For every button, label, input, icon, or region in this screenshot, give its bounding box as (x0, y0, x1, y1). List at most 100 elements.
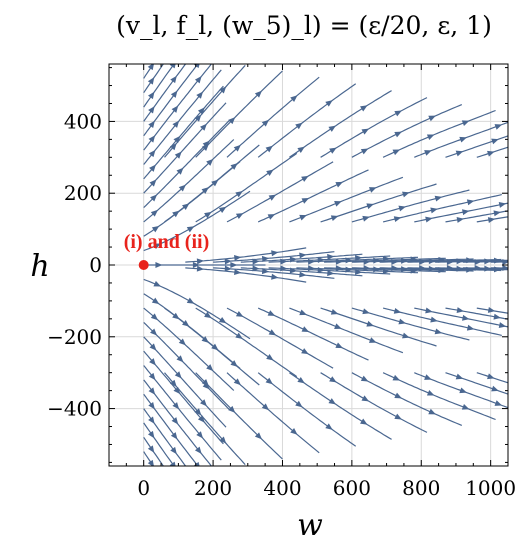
stream-arrowhead (426, 134, 435, 140)
stream-arrowhead (335, 265, 343, 272)
streamline (143, 102, 227, 194)
stream-arrowhead (299, 214, 307, 221)
streamline (320, 97, 428, 158)
stream-arrowhead (174, 371, 182, 379)
stream-arrowhead (271, 273, 279, 280)
stream-arrowhead (169, 379, 177, 387)
stream-arrowhead (307, 265, 316, 272)
stream-arrowhead (230, 360, 238, 367)
streamline (257, 307, 369, 361)
streamline (351, 104, 463, 158)
x-tick-label: 400 (263, 476, 301, 500)
stream-arrowhead (446, 258, 454, 265)
stream-arrowhead (261, 268, 270, 275)
stream-arrowhead (224, 265, 232, 272)
stream-arrowhead (204, 211, 212, 219)
stream-arrowhead (148, 372, 156, 381)
stream-arrowhead (392, 374, 401, 381)
y-tick-label: −200 (47, 325, 102, 349)
stream-arrowhead (419, 258, 427, 265)
stream-arrowhead (206, 158, 214, 166)
stream-arrowhead (461, 403, 470, 410)
stream-arrowhead (169, 143, 177, 151)
stream-arrowhead (290, 95, 298, 103)
stream-arrowhead (170, 90, 178, 98)
stream-arrowhead (391, 258, 399, 265)
y-tick-label: −400 (47, 397, 102, 421)
stream-arrowhead (235, 310, 244, 317)
streamline (476, 372, 508, 384)
stream-arrowhead (487, 373, 495, 380)
stream-arrowhead (171, 105, 179, 113)
streamline (143, 85, 224, 180)
stream-arrowhead (295, 400, 303, 408)
stream-arrowhead (402, 332, 410, 339)
streamline (226, 307, 334, 369)
stream-arrowhead (197, 107, 205, 115)
stream-arrowhead (280, 258, 288, 265)
stream-arrowhead (487, 306, 496, 313)
stream-arrowhead (398, 205, 406, 212)
stream-arrowhead (362, 215, 370, 222)
stream-arrowhead (301, 198, 310, 204)
streamline (143, 64, 213, 151)
stream-arrowhead (233, 378, 241, 386)
stream-arrowhead (446, 265, 454, 272)
stream-arrowhead (434, 328, 443, 335)
grid (109, 64, 508, 466)
stream-arrowhead (461, 120, 470, 127)
streamline (143, 307, 235, 391)
stream-arrowhead (266, 169, 274, 176)
stream-arrowhead (474, 265, 482, 272)
stream-arrowhead (219, 86, 227, 94)
x-tick-label: 600 (333, 476, 371, 500)
stream-arrowhead (428, 265, 436, 272)
streamline (351, 267, 474, 272)
stream-lines (143, 64, 508, 466)
stream-arrowhead (424, 150, 432, 156)
streamline (143, 190, 251, 252)
streamline (213, 251, 335, 263)
stream-arrowhead (176, 167, 184, 175)
streamline (164, 64, 246, 158)
stream-arrowhead (150, 209, 159, 217)
stream-arrowhead (474, 258, 482, 265)
stream-arrowhead (153, 243, 162, 250)
stream-arrowhead (461, 209, 470, 216)
stream-arrowhead (394, 131, 402, 138)
stream-arrowhead (394, 392, 402, 399)
stream-arrowhead (466, 199, 475, 206)
stream-arrowhead (235, 213, 244, 220)
stream-arrowhead (394, 110, 402, 117)
axis-ticks: 0 200 400 600 800 1000 −400 −200 0 200 400 (47, 64, 516, 500)
stream-arrowhead (196, 265, 205, 272)
stream-arrowhead (466, 324, 475, 331)
stream-arrowhead (176, 355, 184, 363)
stream-arrowhead (455, 150, 464, 157)
stream-arrowhead (267, 310, 276, 316)
stream-arrowhead (491, 138, 499, 145)
streamline (351, 307, 470, 341)
stream-arrowhead (172, 402, 180, 410)
stream-arrowhead (424, 374, 432, 380)
stream-arrowhead (265, 377, 273, 385)
stream-arrowhead (461, 314, 470, 321)
stream-arrowhead (295, 122, 303, 130)
stream-arrowhead (335, 181, 343, 188)
fixed-point-label: (i) and (ii) (124, 231, 210, 253)
stream-arrowhead (254, 432, 262, 440)
streamline (445, 372, 508, 395)
stream-arrowhead (299, 252, 307, 259)
stream-arrowhead (366, 203, 374, 210)
stream-arrowhead (363, 258, 371, 265)
stream-arrowhead (290, 427, 298, 435)
streamline (296, 256, 419, 263)
stream-arrowhead (155, 262, 163, 268)
streamline (164, 144, 260, 223)
stream-arrowhead (252, 258, 260, 265)
streamline (324, 257, 446, 263)
stream-arrowhead (234, 254, 242, 261)
stream-arrowhead (149, 179, 157, 187)
stream-arrowhead (398, 318, 406, 325)
